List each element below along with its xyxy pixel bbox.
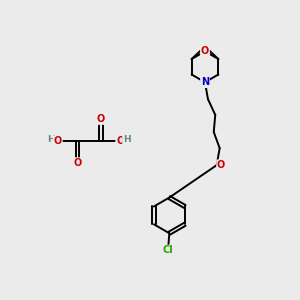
Text: O: O	[201, 46, 209, 56]
Text: O: O	[73, 158, 81, 168]
Text: H: H	[123, 135, 130, 144]
Text: O: O	[217, 160, 225, 170]
Text: O: O	[97, 114, 105, 124]
Text: H: H	[47, 135, 55, 144]
Text: O: O	[116, 136, 124, 146]
Text: O: O	[54, 136, 62, 146]
Text: Cl: Cl	[163, 245, 173, 256]
Text: N: N	[201, 77, 209, 87]
